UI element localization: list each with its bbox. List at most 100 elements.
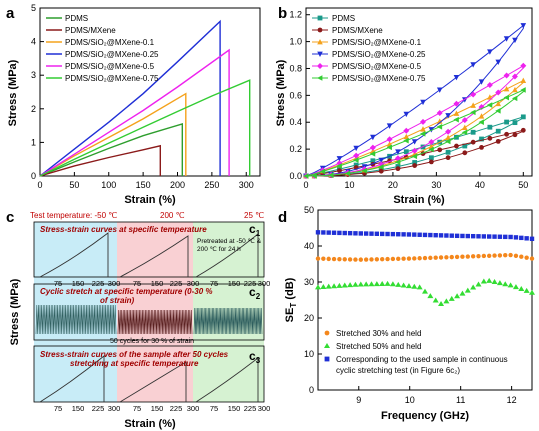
legend-label-b: PDMS/SiO₂@MXene-0.5 xyxy=(332,62,422,71)
marker-b xyxy=(495,100,502,107)
marker-d xyxy=(380,256,385,262)
marker-b xyxy=(479,145,484,150)
marker-d xyxy=(427,293,434,299)
curves-c xyxy=(35,232,263,403)
marker-d xyxy=(523,287,530,293)
y-tick-label-d: 0 xyxy=(309,385,314,395)
marker-b xyxy=(378,164,384,170)
c1-label: c1 xyxy=(249,222,261,238)
marker-d xyxy=(401,232,406,237)
y-tick-label-d: 50 xyxy=(304,205,314,215)
series-d xyxy=(315,230,535,241)
c2-label-letter: c xyxy=(249,285,256,299)
legend-label-a: PDMS/SiO₂@MXene-0.5 xyxy=(65,62,155,71)
legend-label-d: cyclic stretching test (in Figure 6c₂) xyxy=(336,366,460,375)
marker-b xyxy=(487,49,493,55)
y-tick-label-b: 0.8 xyxy=(289,63,302,73)
c2-oscillation xyxy=(117,309,193,335)
marker-b xyxy=(520,114,526,120)
legend-label-a: PDMS xyxy=(65,14,88,23)
marker-b xyxy=(317,51,323,57)
marker-b xyxy=(403,133,410,140)
marker-d xyxy=(438,300,445,306)
c-tick-label: 300 xyxy=(108,404,121,413)
marker-d xyxy=(331,256,337,262)
marker-b xyxy=(412,160,418,165)
marker-b xyxy=(470,129,476,135)
marker-d xyxy=(336,282,343,288)
subplot-frame-c1 xyxy=(33,221,265,278)
marker-b xyxy=(317,75,323,81)
legend-marker-d xyxy=(324,343,330,348)
marker-d xyxy=(433,233,438,238)
temp-label-minus50: Test temperature: -50 ℃ xyxy=(30,211,117,220)
marker-b xyxy=(303,173,309,179)
x-tick-label-a: 100 xyxy=(101,180,116,190)
marker-d xyxy=(374,257,380,262)
marker-b xyxy=(317,63,323,69)
legend-label-a: PDMS/SiO₂@MXene-0.75 xyxy=(65,74,159,83)
marker-d xyxy=(454,293,461,299)
marker-d xyxy=(470,254,476,259)
marker-b xyxy=(504,119,509,125)
marker-d xyxy=(503,234,508,240)
marker-b xyxy=(478,113,485,119)
marker-d xyxy=(497,253,503,258)
marker-b xyxy=(353,157,359,163)
marker-b xyxy=(461,117,468,124)
marker-b xyxy=(336,163,342,169)
marker-d xyxy=(476,234,481,239)
x-tick-label-a: 0 xyxy=(37,180,42,190)
marker-b xyxy=(445,134,451,141)
marker-b xyxy=(461,129,468,136)
y-tick-label-b: 0.2 xyxy=(289,144,302,154)
marker-b xyxy=(436,123,443,130)
marker-b xyxy=(336,156,343,162)
panel-letter-a: a xyxy=(6,5,15,22)
y-tick-label-d: 20 xyxy=(304,313,314,323)
marker-d xyxy=(459,290,466,296)
c-tick-label: 300 xyxy=(258,404,271,413)
marker-b xyxy=(436,87,443,93)
c-tick-label: 300 xyxy=(108,279,121,288)
marker-d xyxy=(353,257,358,262)
marker-d xyxy=(389,281,396,287)
marker-b xyxy=(495,138,501,144)
marker-b xyxy=(411,153,418,160)
marker-d xyxy=(513,253,519,258)
marker-d xyxy=(369,231,374,236)
c-tick-label: 75 xyxy=(54,279,62,288)
marker-b xyxy=(328,172,334,178)
marker-d xyxy=(507,282,514,288)
marker-b xyxy=(428,146,434,153)
y-tick-label-a: 2 xyxy=(31,104,36,114)
marker-d xyxy=(460,254,465,259)
marker-d xyxy=(481,234,487,239)
marker-b xyxy=(495,59,502,65)
x-tick-label-b: 0 xyxy=(303,180,308,190)
marker-d xyxy=(422,232,428,238)
marker-d xyxy=(320,284,327,290)
y-axis-label-d-unit: (dB) xyxy=(284,277,296,302)
marker-b xyxy=(479,136,484,142)
marker-b xyxy=(369,144,376,151)
y-tick-label-b: 1.2 xyxy=(289,10,302,20)
marker-d xyxy=(406,256,412,261)
marker-d xyxy=(448,295,455,301)
marker-d xyxy=(368,281,375,287)
marker-b xyxy=(503,72,510,79)
marker-b xyxy=(428,159,434,165)
y-tick-label-a: 5 xyxy=(31,3,36,13)
marker-d xyxy=(475,281,482,287)
marker-b xyxy=(470,91,477,98)
marker-b xyxy=(420,99,426,106)
marker-b xyxy=(403,137,409,144)
plot-frame-d xyxy=(317,209,533,391)
c-tick-label: 225 xyxy=(92,404,105,413)
marker-d xyxy=(497,234,503,239)
marker-b xyxy=(311,173,317,179)
c-tick-label: 225 xyxy=(244,404,257,413)
pretreat-line-1: Pretreated at -50 ℃ & xyxy=(197,238,262,245)
marker-b xyxy=(487,135,493,141)
